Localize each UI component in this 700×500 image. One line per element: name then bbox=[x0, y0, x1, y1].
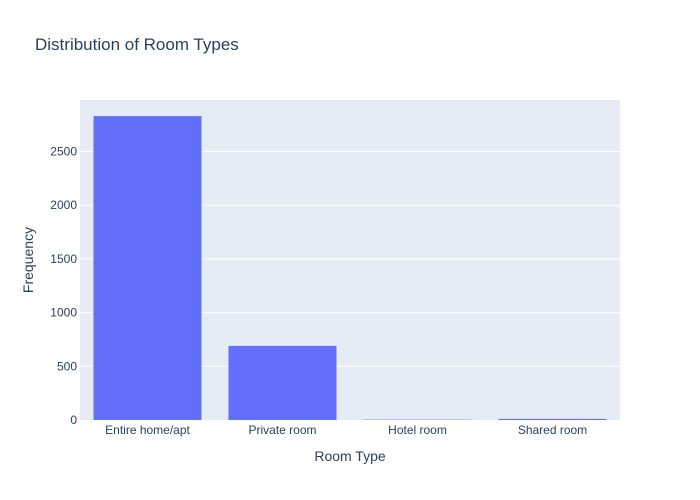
bar-shared-room[interactable] bbox=[498, 418, 607, 420]
y-tick-label: 1000 bbox=[50, 306, 77, 320]
y-axis-ticks: 0 500 1000 1500 2000 2500 bbox=[50, 145, 77, 427]
y-tick-label: 2000 bbox=[50, 198, 77, 212]
y-tick-label: 500 bbox=[57, 359, 77, 373]
bars bbox=[93, 116, 607, 420]
y-axis-title: Frequency bbox=[20, 227, 36, 293]
x-tick-label: Shared room bbox=[518, 423, 587, 437]
bar-private-room[interactable] bbox=[228, 345, 337, 420]
bar-entire-home-apt[interactable] bbox=[93, 116, 202, 420]
x-axis-title: Room Type bbox=[314, 448, 386, 464]
x-tick-label: Hotel room bbox=[388, 423, 447, 437]
y-tick-label: 0 bbox=[70, 413, 77, 427]
y-tick-label: 1500 bbox=[50, 252, 77, 266]
x-axis-ticks: Entire home/apt Private room Hotel room Sha… bbox=[105, 423, 587, 437]
x-tick-label: Entire home/apt bbox=[105, 423, 190, 437]
x-tick-label: Private room bbox=[248, 423, 316, 437]
chart-title: Distribution of Room Types bbox=[35, 35, 239, 54]
y-tick-label: 2500 bbox=[50, 145, 77, 159]
